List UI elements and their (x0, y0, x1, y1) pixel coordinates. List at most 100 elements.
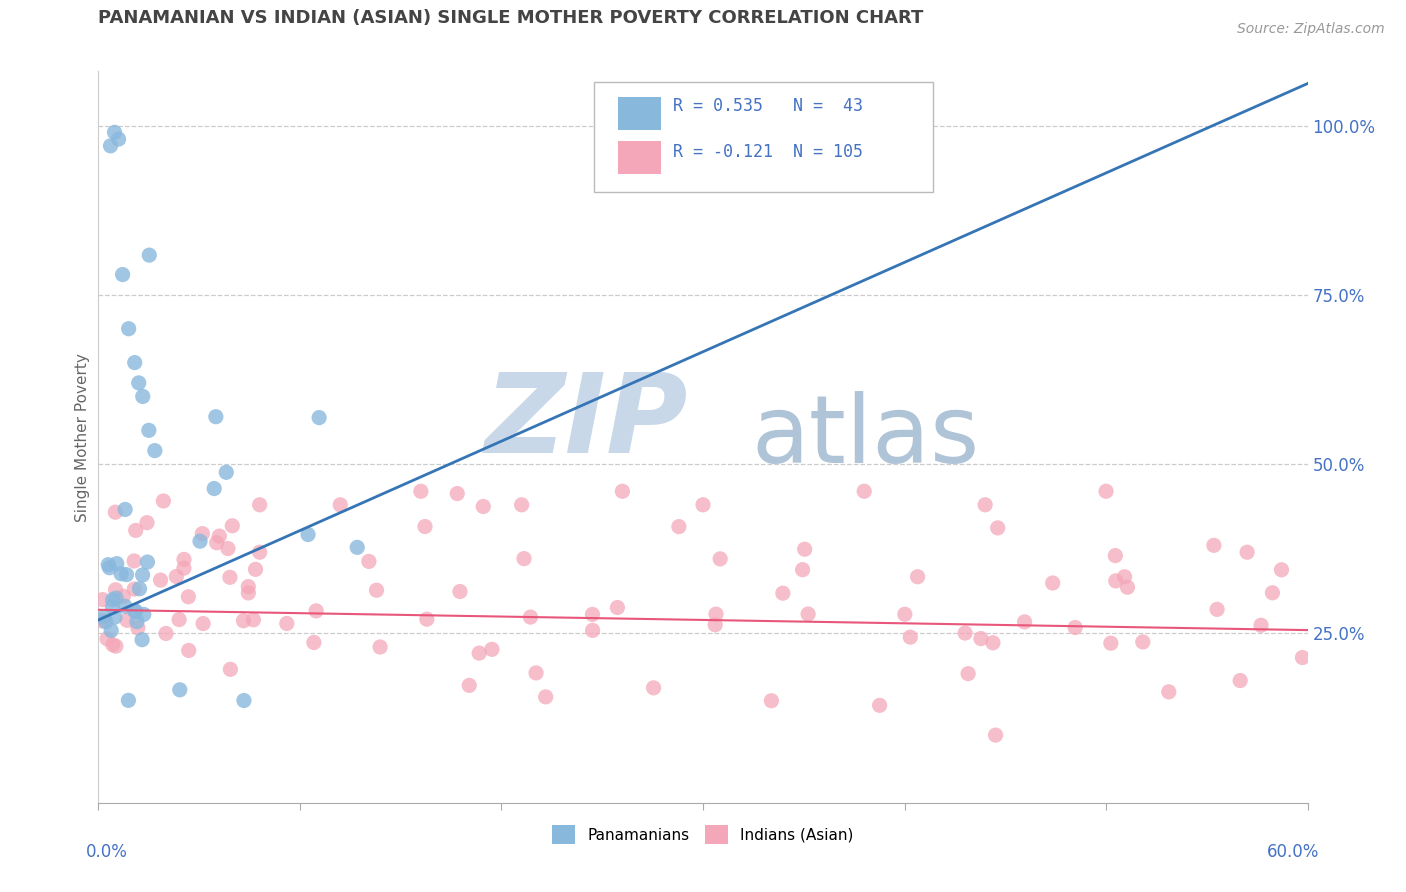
Text: atlas: atlas (751, 391, 980, 483)
Point (105, 591, 128, 606)
Point (138, 248, 160, 262)
Point (468, 646, 491, 660)
Point (114, 599, 136, 614)
Text: 60.0%: 60.0% (1267, 843, 1320, 861)
Point (704, 607, 727, 621)
Point (104, 610, 127, 624)
Point (612, 484, 634, 499)
Point (898, 630, 921, 644)
Point (208, 529, 231, 543)
Point (245, 562, 267, 576)
Point (111, 268, 134, 282)
Point (472, 500, 495, 514)
Point (100, 624, 122, 638)
Point (302, 635, 325, 649)
Point (118, 322, 141, 336)
Text: PANAMANIAN VS INDIAN (ASIAN) SINGLE MOTHER POVERTY CORRELATION CHART: PANAMANIAN VS INDIAN (ASIAN) SINGLE MOTH… (98, 10, 924, 28)
Point (1105, 574, 1128, 588)
Point (177, 643, 200, 657)
Legend: Panamanians, Indians (Asian): Panamanians, Indians (Asian) (547, 819, 859, 850)
Point (308, 410, 330, 425)
Point (305, 604, 328, 618)
Point (93, 609, 115, 624)
Point (191, 616, 214, 631)
Point (1104, 549, 1126, 563)
Text: R = -0.121  N = 105: R = -0.121 N = 105 (672, 143, 863, 161)
Point (117, 693, 139, 707)
Point (1291, 650, 1313, 665)
Point (128, 376, 150, 390)
Point (709, 552, 731, 566)
Point (107, 132, 129, 146)
Point (232, 614, 254, 628)
Point (1202, 538, 1225, 552)
Point (217, 541, 239, 556)
Point (987, 521, 1010, 535)
Point (219, 662, 242, 676)
Point (191, 526, 214, 541)
Point (409, 484, 432, 499)
Point (205, 409, 228, 424)
Text: R = 0.535   N =  43: R = 0.535 N = 43 (672, 96, 863, 115)
Point (249, 545, 271, 559)
Point (513, 551, 536, 566)
Point (357, 554, 380, 568)
Point (643, 681, 665, 695)
Point (101, 638, 124, 652)
Point (668, 519, 690, 533)
Point (368, 640, 391, 654)
Point (110, 566, 132, 581)
FancyBboxPatch shape (595, 82, 932, 192)
Point (1042, 576, 1064, 591)
Point (238, 580, 260, 594)
Point (112, 590, 135, 604)
Point (90, 614, 112, 628)
Point (581, 607, 603, 622)
Point (103, 125, 125, 139)
Point (169, 682, 191, 697)
Point (1229, 673, 1251, 688)
Point (115, 567, 138, 582)
Point (221, 518, 243, 533)
Point (132, 607, 155, 622)
Point (984, 728, 1007, 742)
Point (125, 615, 148, 629)
Point (115, 613, 138, 627)
Point (792, 563, 814, 577)
Point (232, 693, 254, 707)
Point (128, 582, 150, 596)
Point (704, 617, 727, 632)
Point (446, 486, 468, 500)
Point (1206, 602, 1229, 616)
Point (155, 626, 177, 640)
Point (481, 642, 503, 657)
Point (1116, 580, 1139, 594)
Point (188, 534, 211, 549)
Point (202, 482, 225, 496)
Point (219, 570, 242, 584)
Point (366, 583, 388, 598)
Point (131, 568, 153, 582)
Point (97, 558, 120, 572)
Point (797, 607, 820, 621)
Bar (619, 97, 661, 130)
Point (149, 573, 172, 587)
Point (581, 624, 603, 638)
Point (1157, 685, 1180, 699)
Point (413, 519, 436, 533)
Point (177, 590, 200, 604)
Point (534, 690, 557, 704)
Point (606, 600, 628, 615)
Point (981, 636, 1004, 650)
Point (1236, 545, 1258, 559)
Point (793, 542, 815, 557)
Point (1261, 586, 1284, 600)
Point (458, 678, 481, 692)
Point (907, 570, 929, 584)
Bar (619, 141, 661, 174)
Point (98, 560, 121, 574)
Point (122, 554, 145, 568)
Point (152, 494, 174, 508)
Point (449, 584, 471, 599)
Point (416, 612, 439, 626)
